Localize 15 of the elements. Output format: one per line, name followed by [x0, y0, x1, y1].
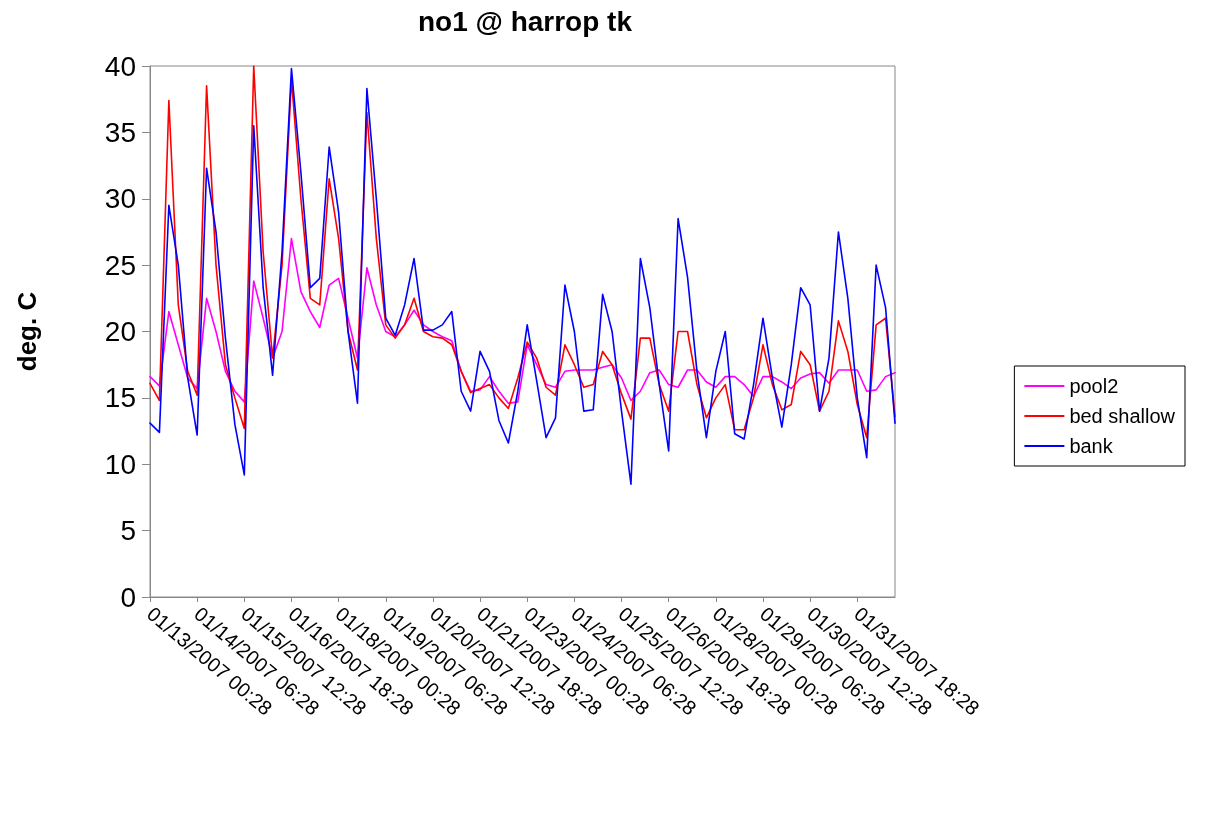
y-axis-title: deg. C [12, 291, 42, 372]
legend-label: bed shallow [1069, 405, 1176, 427]
y-tick-label: 35 [104, 116, 136, 148]
y-tick-label: 10 [104, 448, 136, 480]
legend-label: bank [1069, 435, 1114, 457]
y-tick-label: 30 [104, 183, 136, 215]
y-tick-label: 5 [120, 515, 136, 547]
y-tick-label: 25 [104, 249, 136, 281]
y-tick-label: 20 [104, 316, 136, 347]
y-tick-label: 0 [120, 581, 136, 613]
line-series [149, 237, 896, 404]
chart-title: no1 @ harrop tk [418, 5, 633, 37]
y-tick-label: 15 [104, 382, 136, 414]
legend-label: pool2 [1069, 375, 1119, 397]
y-tick-label: 40 [104, 50, 136, 82]
